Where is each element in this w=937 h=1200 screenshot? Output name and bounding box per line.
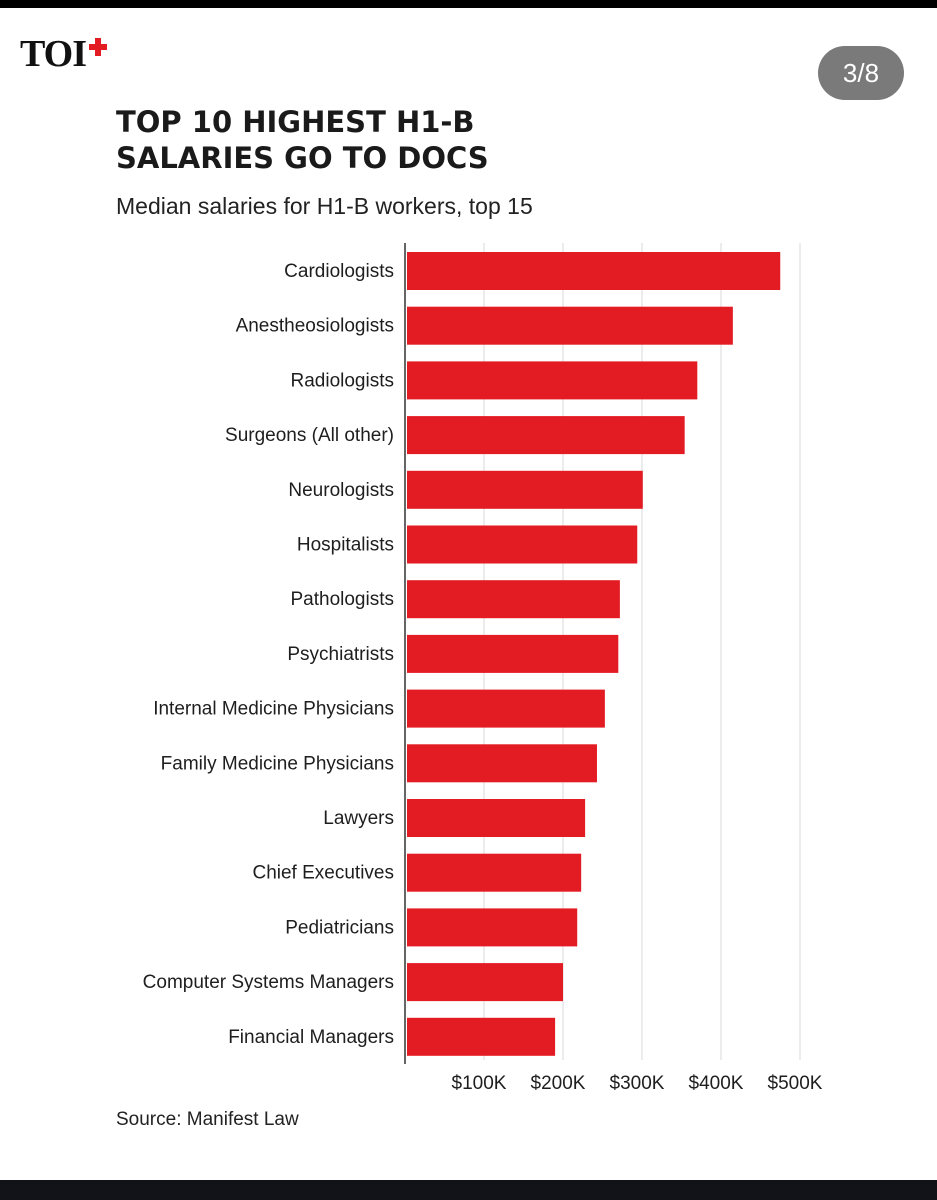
- category-label: Hospitalists: [297, 535, 394, 556]
- category-label: Lawyers: [323, 808, 394, 829]
- x-tick-label: $300K: [610, 1073, 665, 1094]
- bar: [407, 634, 619, 673]
- top-bar: [0, 0, 937, 8]
- bar: [407, 853, 582, 892]
- category-label: Chief Executives: [252, 863, 394, 884]
- category-label: Pediatricians: [285, 917, 394, 938]
- bar: [407, 799, 586, 837]
- bar: [407, 1017, 556, 1056]
- bar: [407, 252, 781, 290]
- source-note: Source: Manifest Law: [116, 1109, 299, 1130]
- red-plus-icon: [89, 38, 108, 56]
- category-label: Internal Medicine Physicians: [153, 699, 394, 720]
- bar-chart: Cardiologists Anestheosiologists Radiologi…: [143, 243, 823, 1094]
- chart-subtitle: Median salaries for H1-B workers, top 15: [116, 193, 533, 219]
- chart-title-line: TOP 10 HIGHEST H1-B: [116, 105, 475, 139]
- category-label: Neurologists: [288, 480, 394, 501]
- category-label: Computer Systems Managers: [143, 972, 394, 993]
- bar: [407, 963, 563, 1002]
- category-label: Cardiologists: [284, 261, 394, 282]
- bar: [407, 744, 597, 783]
- bar: [407, 361, 698, 400]
- x-tick-label: $200K: [531, 1073, 586, 1094]
- x-tick-label: $500K: [768, 1073, 823, 1094]
- bar: [407, 306, 733, 345]
- brand-logo[interactable]: TOI: [20, 32, 108, 76]
- chart-title: TOP 10 HIGHEST H1-B SALARIES GO TO DOCS: [116, 104, 636, 176]
- category-label: Financial Managers: [228, 1027, 394, 1048]
- x-tick-label: $400K: [689, 1073, 744, 1094]
- bottom-bar: [0, 1180, 937, 1200]
- category-label: Pathologists: [290, 589, 394, 610]
- bar: [407, 416, 685, 455]
- category-label: Psychiatrists: [287, 644, 394, 665]
- page-counter[interactable]: 3/8: [818, 46, 904, 100]
- bar: [407, 689, 605, 728]
- category-label: Surgeons (All other): [225, 425, 394, 446]
- bar: [407, 470, 643, 509]
- bar: [407, 908, 578, 947]
- category-label: Anestheosiologists: [236, 316, 394, 337]
- slide-card: TOI 3/8 TOP 10 HIGHEST H1-B SALARIES GO …: [0, 8, 937, 1180]
- category-label: Family Medicine Physicians: [161, 753, 394, 774]
- brand-wordmark: TOI: [20, 33, 87, 75]
- category-label: Radiologists: [291, 370, 395, 391]
- x-tick-label: $100K: [452, 1073, 507, 1094]
- bar: [407, 580, 620, 619]
- bar: [407, 525, 638, 564]
- chart-title-line: SALARIES GO TO DOCS: [116, 141, 489, 175]
